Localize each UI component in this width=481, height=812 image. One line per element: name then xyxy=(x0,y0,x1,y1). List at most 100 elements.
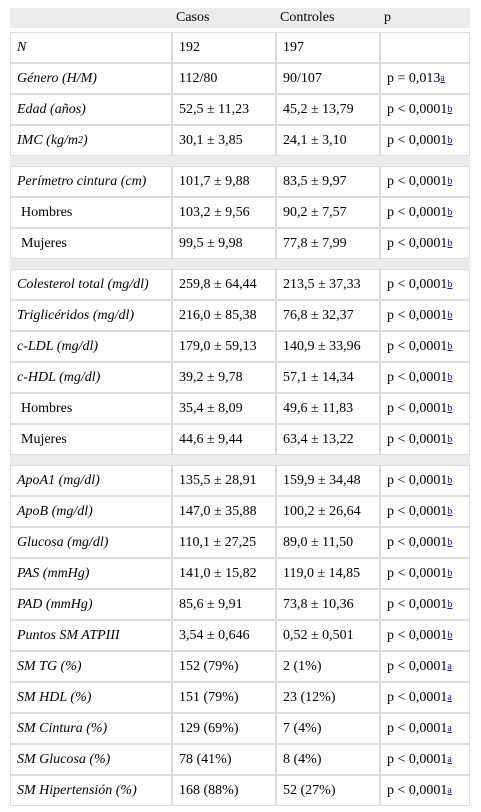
footnote-ref: b xyxy=(447,104,453,115)
cell-text: p < 0,0001 xyxy=(387,400,448,416)
table-cell: 192 xyxy=(172,32,276,63)
row-label: Colesterol total (mg/dl) xyxy=(10,269,172,300)
table-cell: p < 0,0001 a xyxy=(380,744,470,775)
table-cell: p < 0,0001 b xyxy=(380,269,470,300)
table-cell: 8 (4%) xyxy=(276,744,380,775)
cell-text: p < 0,0001 xyxy=(387,534,448,550)
table-cell: 141,0 ± 15,82 xyxy=(172,558,276,589)
table-cell: 3,54 ± 0,646 xyxy=(172,620,276,651)
table-cell: 83,5 ± 9,97 xyxy=(276,166,380,197)
table-cell: 35,4 ± 8,09 xyxy=(172,393,276,424)
cell-text: Puntos SM ATPIII xyxy=(17,627,120,643)
cell-text: SM TG (%) xyxy=(17,658,82,674)
cell-text: 168 (88%) xyxy=(179,782,239,798)
cell-text: 147,0 ± 35,88 xyxy=(179,503,257,519)
table-cell: p < 0,0001 b xyxy=(380,558,470,589)
cell-text: p < 0,0001 xyxy=(387,173,448,189)
table-cell: p < 0,0001 b xyxy=(380,94,470,125)
table-cell: p < 0,0001 b xyxy=(380,424,470,455)
table-cell: 140,9 ± 33,96 xyxy=(276,331,380,362)
footnote-ref: b xyxy=(447,372,453,383)
row-label: Hombres xyxy=(10,393,172,424)
header-text: p xyxy=(384,10,391,25)
table-cell: p < 0,0001 a xyxy=(380,651,470,682)
cell-text: p < 0,0001 xyxy=(387,596,448,612)
cell-text: p < 0,0001 xyxy=(387,431,448,447)
cell-text: c-LDL (mg/dl) xyxy=(17,338,99,354)
cell-text: 192 xyxy=(179,39,200,55)
cell-text: 216,0 ± 85,38 xyxy=(179,307,257,323)
cell-text: 52 (27%) xyxy=(283,782,336,798)
header-row xyxy=(10,8,470,28)
row-label: Triglicéridos (mg/dl) xyxy=(10,300,172,331)
table-cell: 179,0 ± 59,13 xyxy=(172,331,276,362)
column-header: Controles xyxy=(276,8,380,28)
cell-text: Mujeres xyxy=(21,235,67,251)
cell-text: Hombres xyxy=(21,204,73,220)
cell-text: 101,7 ± 9,88 xyxy=(179,173,250,189)
cell-text: p < 0,0001 xyxy=(387,369,448,385)
cell-text: Triglicéridos (mg/dl) xyxy=(17,307,135,323)
cell-text: 30,1 ± 3,85 xyxy=(179,132,243,148)
footnote-ref: b xyxy=(447,176,453,187)
cell-text: 49,6 ± 11,83 xyxy=(283,400,354,416)
cell-text: p < 0,0001 xyxy=(387,276,448,292)
cell-text: 52,5 ± 11,23 xyxy=(179,101,250,117)
row-label: SM Hipertensión (%) xyxy=(10,775,172,806)
table-cell: 63,4 ± 13,22 xyxy=(276,424,380,455)
row-label: SM Cintura (%) xyxy=(10,713,172,744)
table-cell: 44,6 ± 9,44 xyxy=(172,424,276,455)
header-text: Casos xyxy=(176,10,210,25)
table-cell: p < 0,0001 b xyxy=(380,197,470,228)
cell-text: p < 0,0001 xyxy=(387,782,448,798)
table-cell: p < 0,0001 a xyxy=(380,775,470,806)
row-label: N xyxy=(10,32,172,63)
cell-text: 44,6 ± 9,44 xyxy=(179,431,243,447)
cell-text: 45,2 ± 13,79 xyxy=(283,101,354,117)
cell-text: 140,9 ± 33,96 xyxy=(283,338,361,354)
table-cell: 89,0 ± 11,50 xyxy=(276,527,380,558)
cell-text: p < 0,0001 xyxy=(387,689,448,705)
footnote-ref: b xyxy=(447,310,453,321)
footnote-ref: b xyxy=(447,434,453,445)
row-label: Puntos SM ATPIII xyxy=(10,620,172,651)
cell-text: Colesterol total (mg/dl) xyxy=(17,276,149,292)
table-cell: 119,0 ± 14,85 xyxy=(276,558,380,589)
footnote-ref: a xyxy=(440,73,445,84)
header-text: Controles xyxy=(280,10,335,25)
table-cell: 57,1 ± 14,34 xyxy=(276,362,380,393)
table-cell: 213,5 ± 37,33 xyxy=(276,269,380,300)
footnote-ref: b xyxy=(447,568,453,579)
row-label: SM TG (%) xyxy=(10,651,172,682)
cell-text: 8 (4%) xyxy=(283,751,322,767)
table-cell: p < 0,0001 b xyxy=(380,589,470,620)
cell-text: Hombres xyxy=(21,400,73,416)
row-label: SM HDL (%) xyxy=(10,682,172,713)
cell-text: PAD (mmHg) xyxy=(17,596,93,612)
cell-text: 259,8 ± 64,44 xyxy=(179,276,257,292)
table-cell: 30,1 ± 3,85 xyxy=(172,125,276,156)
table-cell: 197 xyxy=(276,32,380,63)
table-cell: 168 (88%) xyxy=(172,775,276,806)
cell-text: 112/80 xyxy=(179,70,218,86)
cell-text: 159,9 ± 34,48 xyxy=(283,472,361,488)
table-cell: 77,8 ± 7,99 xyxy=(276,228,380,259)
table-cell: 112/80 xyxy=(172,63,276,94)
footnote-ref: a xyxy=(447,723,452,734)
table-cell xyxy=(380,32,470,63)
cell-text: 78 (41%) xyxy=(179,751,232,767)
row-label: ApoB (mg/dl) xyxy=(10,496,172,527)
cell-text: 35,4 ± 8,09 xyxy=(179,400,243,416)
cell-text: SM Hipertensión (%) xyxy=(17,782,137,798)
table-cell: 85,6 ± 9,91 xyxy=(172,589,276,620)
table-cell: p < 0,0001 a xyxy=(380,682,470,713)
cell-text: 197 xyxy=(283,39,304,55)
row-label: Género (H/M) xyxy=(10,63,172,94)
table-cell: 24,1 ± 3,10 xyxy=(276,125,380,156)
footnote-ref: b xyxy=(447,537,453,548)
column-header: p xyxy=(380,8,470,28)
row-label: Edad (años) xyxy=(10,94,172,125)
row-label: Hombres xyxy=(10,197,172,228)
table-cell: p < 0,0001 b xyxy=(380,496,470,527)
group-spacer xyxy=(10,156,470,166)
